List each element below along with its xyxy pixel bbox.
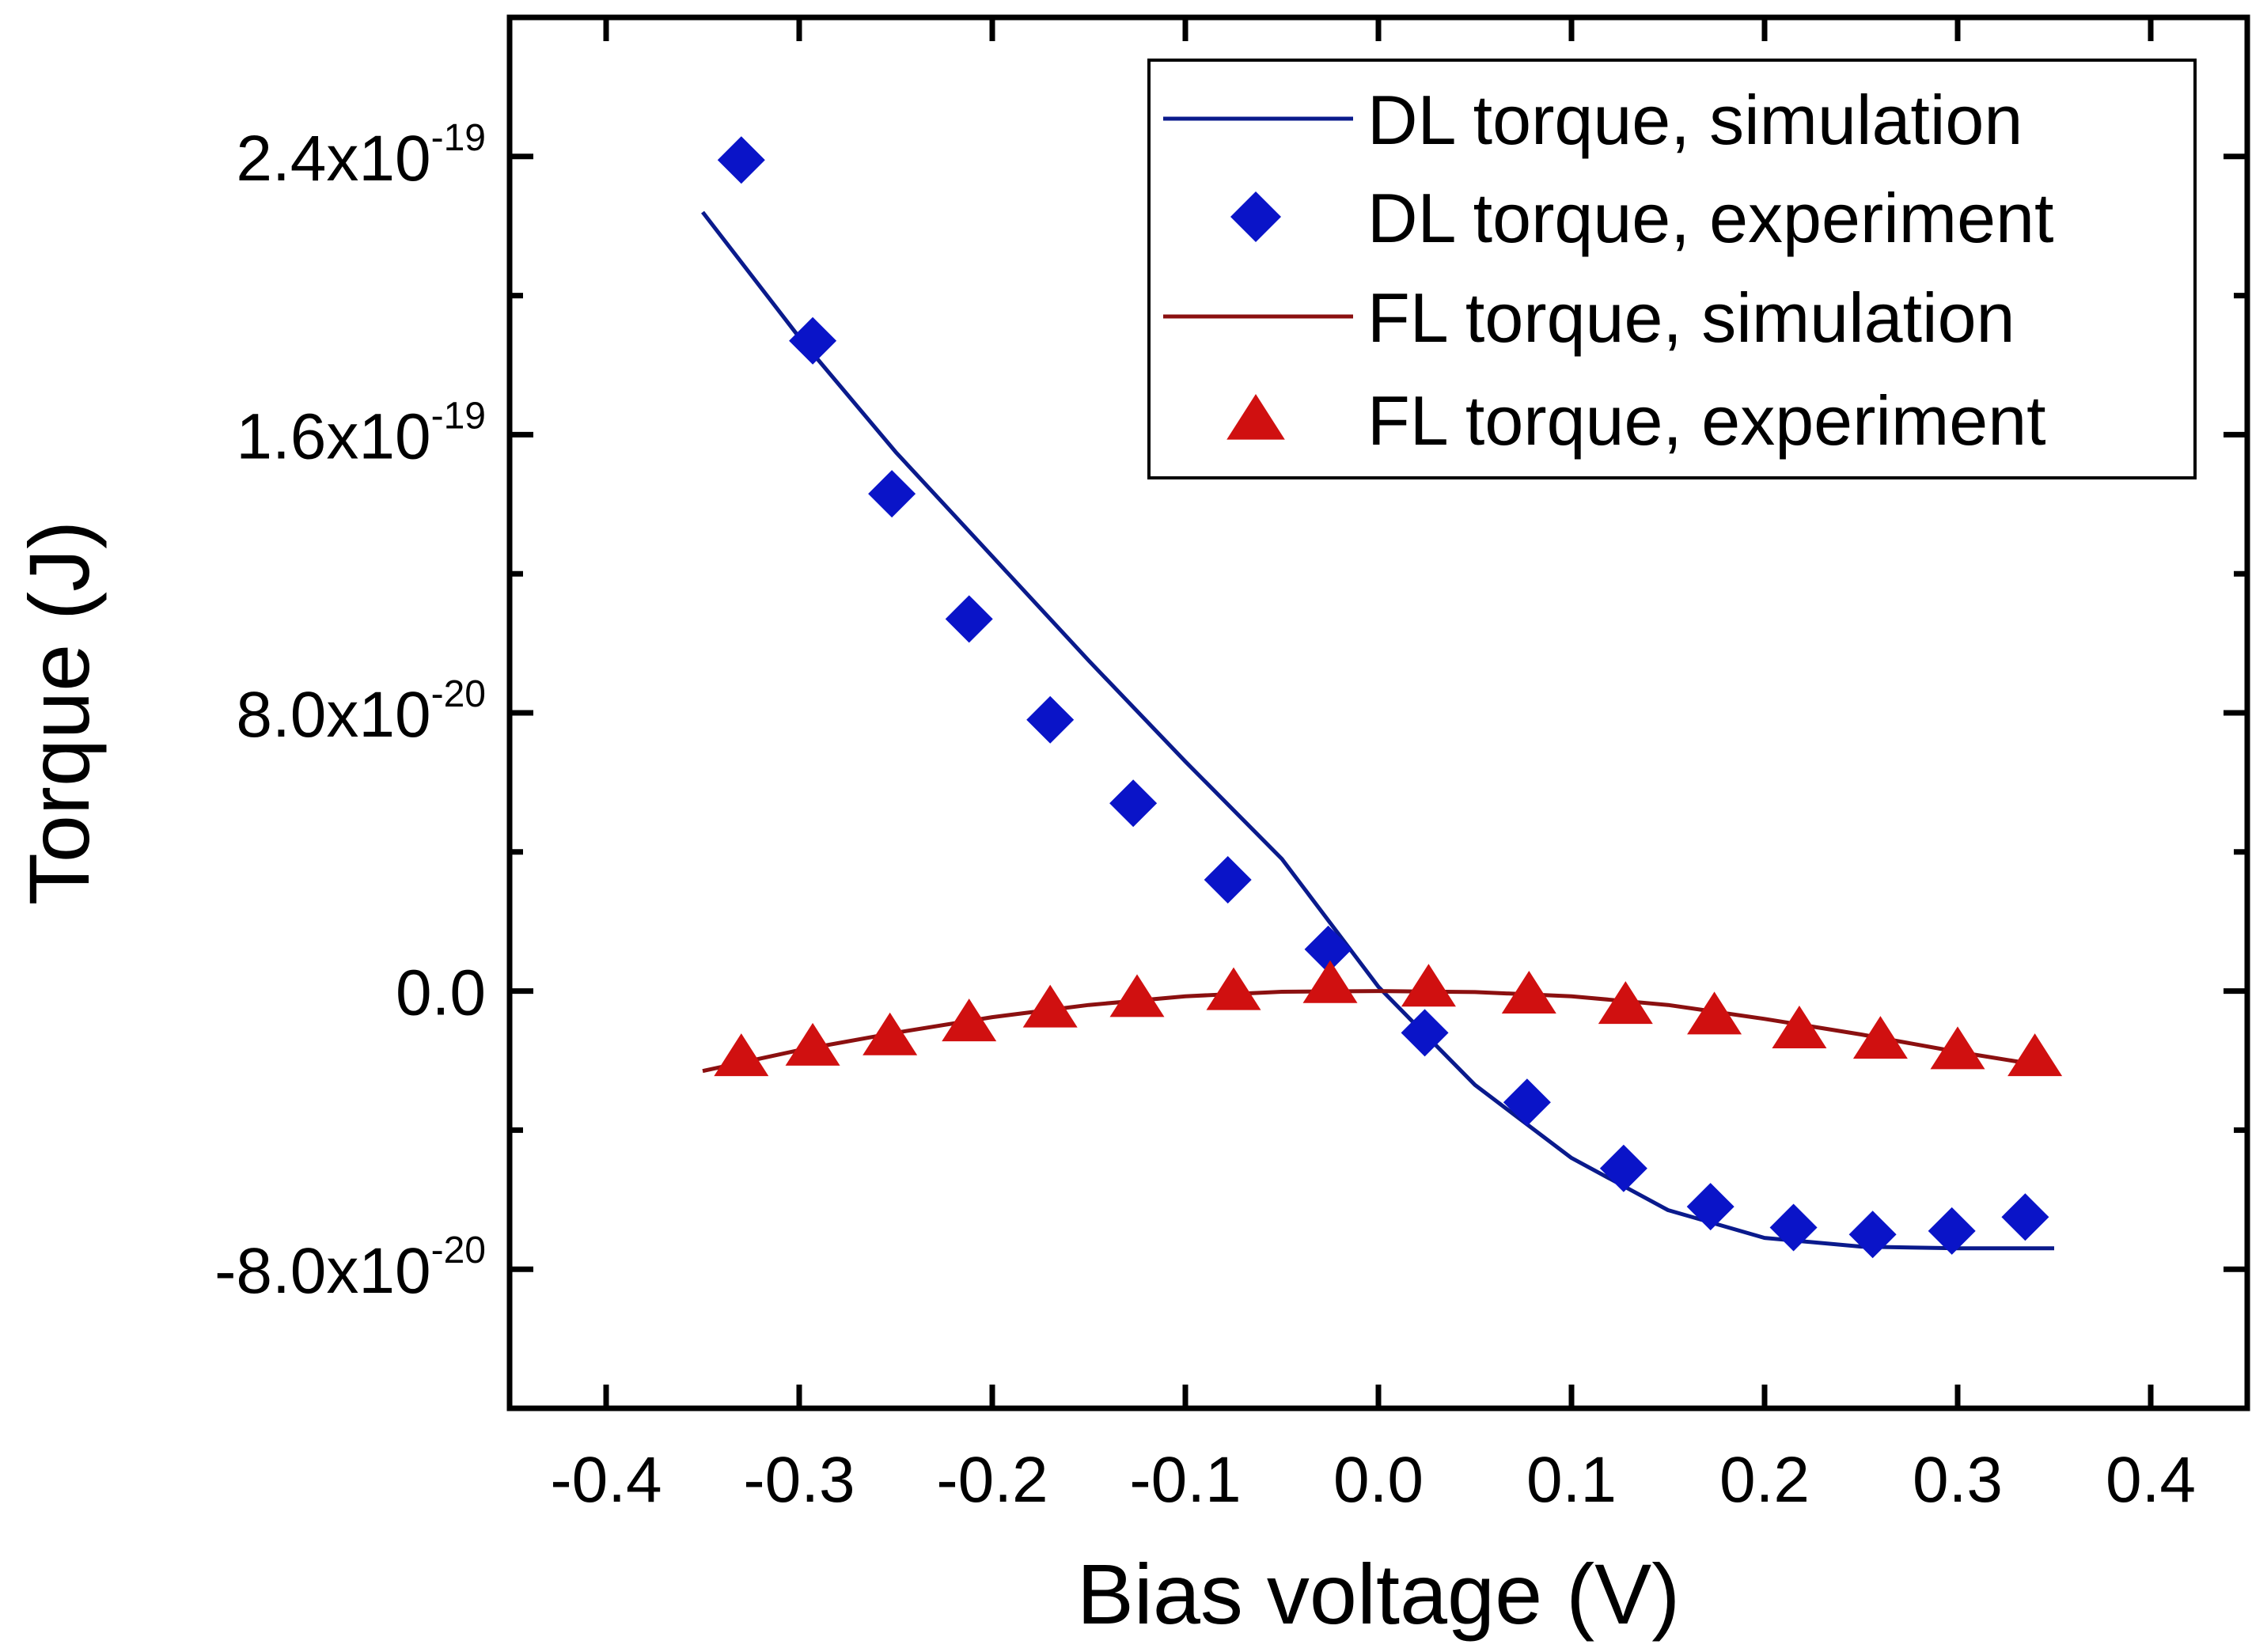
series-line: [701, 210, 2054, 1251]
data-point-diamond: [1304, 925, 1352, 973]
data-point-triangle: [1852, 1016, 1908, 1059]
legend-box: [1147, 59, 2197, 479]
data-point-diamond: [1503, 1078, 1551, 1127]
axis-ticks: [510, 14, 2247, 1411]
legend-label: FL torque, simulation: [1367, 278, 2015, 357]
y-axis-title: Torque (J): [11, 521, 107, 905]
y-tick-mantissa: 2.4x10: [236, 123, 430, 195]
legend-label: DL torque, simulation: [1367, 81, 2023, 159]
legend-label: FL torque, experiment: [1367, 381, 2046, 460]
y-tick-mantissa: 8.0x10: [236, 679, 430, 751]
x-tick-label: 0.2: [1719, 1444, 1810, 1516]
series-line: [702, 989, 2055, 1074]
x-axis-title: Bias voltage (V): [1077, 1546, 1680, 1642]
y-tick-exponent: -20: [431, 673, 486, 715]
x-tick-label: -0.2: [936, 1444, 1048, 1516]
y-tick-exponent: -20: [431, 1230, 486, 1271]
y-tick-exponent: -19: [431, 395, 486, 437]
data-point-triangle: [714, 1033, 769, 1077]
data-point-diamond: [1204, 855, 1252, 904]
data-point-triangle: [1302, 960, 1358, 1003]
data-point-diamond: [1109, 779, 1158, 828]
data-point-triangle: [2007, 1033, 2063, 1077]
legend: DL torque, simulation DL torque, experime…: [1147, 59, 2197, 479]
data-point-diamond: [789, 316, 837, 365]
data-point-triangle: [1109, 974, 1165, 1017]
data-point-triangle: [1501, 970, 1556, 1014]
data-point-triangle: [1930, 1026, 1985, 1070]
y-tick-label: 1.6x10-19: [236, 395, 486, 472]
legend-diamond-swatch: [1230, 191, 1281, 242]
data-point-diamond: [868, 470, 916, 518]
legend-triangle-swatch: [1226, 394, 1285, 440]
data-point-triangle: [1401, 964, 1456, 1007]
data-point-diamond: [945, 595, 993, 643]
x-tick-label: 0.0: [1333, 1444, 1424, 1516]
x-tick-label: 0.3: [1913, 1444, 2003, 1516]
data-point-triangle: [1022, 984, 1078, 1028]
data-point-diamond: [1769, 1203, 1818, 1252]
y-tick-label: -8.0x10-20: [214, 1230, 486, 1307]
legend-label: DL torque, experiment: [1367, 179, 2053, 257]
data-point-diamond: [1401, 1009, 1449, 1057]
y-tick-label: 2.4x10-19: [236, 117, 486, 195]
data-point-triangle: [1206, 967, 1261, 1010]
x-tick-label: -0.3: [743, 1444, 855, 1516]
data-point-triangle: [863, 1012, 918, 1055]
data-point-diamond: [2001, 1193, 2049, 1241]
data-point-triangle: [1598, 981, 1653, 1025]
plot-markers: [701, 136, 2063, 1259]
x-tick-label: 0.1: [1526, 1444, 1617, 1516]
data-point-diamond: [1928, 1207, 1976, 1255]
data-point-triangle: [1687, 991, 1742, 1035]
data-point-diamond: [717, 136, 765, 184]
y-tick-exponent: -19: [431, 117, 486, 159]
y-tick-mantissa: 0.0: [396, 957, 486, 1029]
data-point-triangle: [1772, 1005, 1827, 1048]
data-point-triangle: [785, 1022, 840, 1066]
x-tick-label: -0.4: [550, 1444, 662, 1516]
data-point-diamond: [1848, 1211, 1897, 1259]
data-point-triangle: [942, 998, 997, 1042]
x-tick-label: 0.4: [2106, 1444, 2196, 1516]
data-point-diamond: [1686, 1183, 1734, 1231]
y-tick-label: 0.0: [396, 957, 486, 1029]
data-point-diamond: [1026, 695, 1075, 744]
axis-tick-labels: -0.4 -0.3 -0.2 -0.1 0.0 0.1 0.2 0.3 0.4-8.0x10-2…: [214, 117, 2196, 1516]
x-tick-label: -0.1: [1129, 1444, 1241, 1516]
data-point-diamond: [1599, 1144, 1647, 1192]
y-tick-mantissa: -8.0x10: [214, 1235, 431, 1307]
y-tick-label: 8.0x10-20: [236, 673, 486, 751]
y-tick-mantissa: 1.6x10: [236, 400, 430, 472]
